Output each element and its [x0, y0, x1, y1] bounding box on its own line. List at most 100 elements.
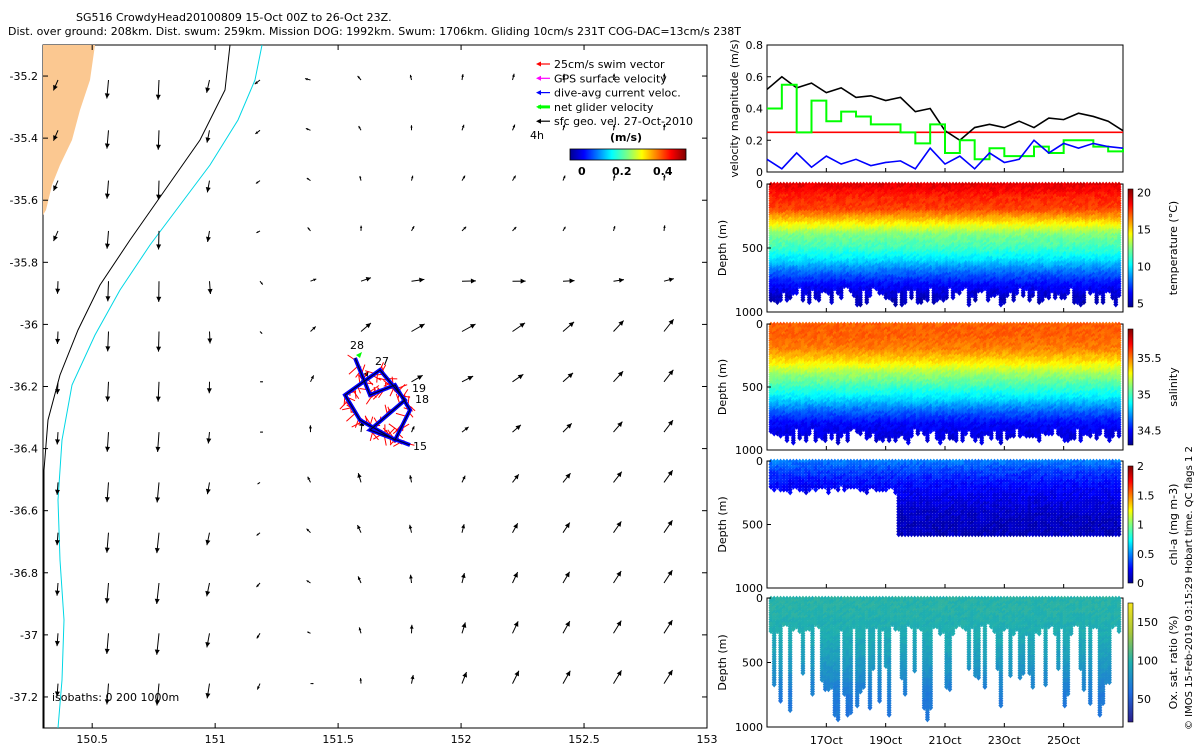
velocity-arrowhead	[256, 533, 259, 536]
velocity-arrowhead	[307, 631, 310, 634]
velocity-arrowhead	[312, 682, 314, 685]
velocity-arrowhead	[616, 620, 622, 627]
velocity-arrowhead	[207, 338, 213, 344]
header-line-1: SG516 CrowdyHead20100809 15-Oct 00Z to 2…	[76, 11, 392, 24]
velocity-arrowhead	[566, 423, 572, 429]
velocity-arrowhead	[616, 521, 622, 527]
velocity-arrowhead	[365, 322, 371, 329]
velocity-arrowhead	[411, 426, 415, 430]
velocity-arrowhead	[567, 372, 574, 379]
track-label-18: 18	[415, 393, 429, 406]
velocity-arrowhead	[515, 424, 521, 431]
velocity-arrowhead	[667, 570, 673, 576]
velocity-arrowhead	[618, 277, 624, 283]
velocity-arrowhead	[54, 489, 60, 495]
velocity-arrowhead	[105, 346, 111, 352]
velocity-arrowhead	[255, 131, 259, 134]
velocity-arrowhead	[719, 318, 724, 324]
velocity-arrowhead	[461, 124, 465, 128]
velocity-arrowhead	[156, 244, 162, 250]
colorbar-tick-1: 0.2	[612, 165, 632, 178]
legend-swatch-head	[536, 61, 541, 67]
velocity-arrowhead	[617, 421, 623, 428]
velocity-arrowhead	[411, 175, 414, 179]
track-labels: 28 27 19 18 15	[350, 339, 429, 453]
velocity-arrowhead	[155, 497, 161, 503]
velocity-arrowhead	[53, 185, 58, 191]
velocity-arrowhead	[663, 225, 666, 229]
velocity-arrowhead	[260, 282, 263, 285]
velocity-arrowhead	[205, 488, 211, 495]
velocity-arrowhead	[261, 431, 263, 433]
profile-sample	[781, 287, 787, 294]
map-panel: 150.5 151 151.5 152 152.5 153 -35.2-35.4-35.6…	[10, 44, 724, 746]
velocity-arrowhead	[519, 322, 526, 328]
velocity-arrowhead	[54, 640, 60, 647]
velocity-arrowhead	[205, 693, 211, 699]
legend-swatch-head	[536, 75, 541, 81]
profile-sample	[768, 296, 774, 303]
map-xtick-label: 152	[451, 733, 472, 746]
vel-ytick-label: 0.8	[746, 39, 764, 52]
velocity-arrowhead	[306, 178, 310, 181]
velocity-arrowhead	[612, 124, 616, 128]
velocity-arrow	[715, 469, 724, 482]
velocity-arrowhead	[53, 84, 58, 91]
velocity-arrowhead	[154, 598, 160, 604]
velocity-arrowhead	[514, 670, 519, 677]
map-y-ticks: -35.2-35.4-35.6-35.8-36-36.2-36.4-36.6-3…	[10, 70, 707, 704]
velocity-arrowhead	[469, 324, 476, 329]
velocity-arrowhead	[308, 425, 312, 429]
velocity-arrow	[715, 318, 724, 331]
profile-sample	[774, 299, 780, 306]
velocity-arrowhead	[718, 570, 723, 576]
legend-label: 25cm/s swim vector	[554, 58, 665, 71]
legend-swatch-head	[536, 104, 541, 110]
velocity-arrowhead	[306, 528, 310, 532]
swim-vector	[388, 423, 400, 432]
velocity-arrowhead	[357, 473, 362, 478]
velocity-arrowhead	[104, 193, 110, 199]
quiver-arrows	[53, 73, 724, 706]
velocity-arrowhead	[205, 236, 211, 242]
legend-swatch-head	[536, 90, 541, 96]
velocity-arrowhead	[55, 338, 61, 344]
velocity-arrowhead	[53, 135, 58, 141]
velocity-arrowhead	[668, 369, 674, 376]
velocity-arrowhead	[54, 540, 60, 546]
velocity-arrowhead	[260, 332, 263, 334]
velocity-arrowhead	[719, 469, 724, 475]
velocity-arrowhead	[310, 375, 314, 379]
velocity-arrowhead	[54, 590, 60, 596]
velocity-arrowhead	[104, 598, 110, 604]
velocity-arrowhead	[662, 124, 666, 127]
legend-4h: 4h	[530, 129, 544, 142]
velocity-arrowhead	[256, 584, 259, 588]
velocity-arrowhead	[461, 622, 467, 628]
glider-path	[344, 357, 411, 446]
velocity-arrow	[715, 620, 724, 634]
velocity-arrowhead	[562, 124, 566, 128]
legend-label: dive-avg current veloc.	[554, 87, 681, 100]
velocity-arrowhead	[104, 547, 110, 553]
velocity-arrowhead	[565, 473, 571, 479]
velocity-arrowhead	[156, 194, 162, 200]
vel-ylabel: velocity magnitude (m/s)	[728, 39, 741, 177]
map-ytick-label: -37.2	[10, 691, 38, 704]
velocity-arrowhead	[312, 326, 316, 330]
velocity-arrowhead	[663, 174, 666, 178]
velocity-arrowhead	[306, 580, 309, 583]
vel-series-line	[766, 139, 1124, 170]
velocity-arrowhead	[409, 624, 414, 629]
velocity-arrowhead	[616, 471, 622, 478]
velocity-arrowhead	[104, 143, 110, 149]
map-ytick-label: -36.8	[10, 567, 38, 580]
velocity-arrowhead	[410, 674, 415, 680]
map-ytick-label: -36.2	[10, 381, 38, 394]
velocity-arrowhead	[562, 73, 566, 77]
colorbar-tick-0: 0	[578, 165, 586, 178]
track-start-marker	[356, 352, 362, 358]
velocity-arrowhead	[668, 277, 674, 283]
velocity-arrowhead	[313, 278, 317, 282]
